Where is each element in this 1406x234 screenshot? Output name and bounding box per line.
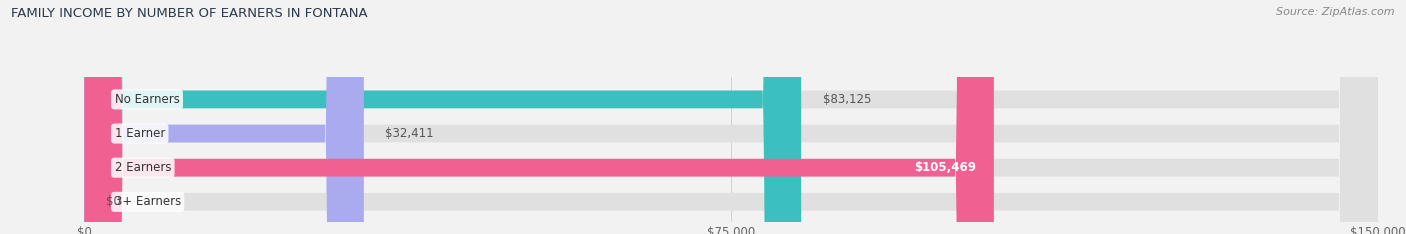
Text: Source: ZipAtlas.com: Source: ZipAtlas.com	[1277, 7, 1395, 17]
Text: No Earners: No Earners	[114, 93, 180, 106]
Text: 2 Earners: 2 Earners	[114, 161, 172, 174]
FancyBboxPatch shape	[84, 0, 1378, 234]
FancyBboxPatch shape	[84, 0, 1378, 234]
Text: $32,411: $32,411	[385, 127, 434, 140]
Text: $0: $0	[105, 195, 121, 208]
FancyBboxPatch shape	[84, 0, 1378, 234]
FancyBboxPatch shape	[84, 0, 1378, 234]
FancyBboxPatch shape	[84, 0, 994, 234]
Text: $83,125: $83,125	[823, 93, 872, 106]
FancyBboxPatch shape	[84, 0, 364, 234]
FancyBboxPatch shape	[84, 0, 801, 234]
Text: 3+ Earners: 3+ Earners	[114, 195, 181, 208]
Text: $105,469: $105,469	[915, 161, 977, 174]
Text: 1 Earner: 1 Earner	[114, 127, 165, 140]
Text: FAMILY INCOME BY NUMBER OF EARNERS IN FONTANA: FAMILY INCOME BY NUMBER OF EARNERS IN FO…	[11, 7, 368, 20]
